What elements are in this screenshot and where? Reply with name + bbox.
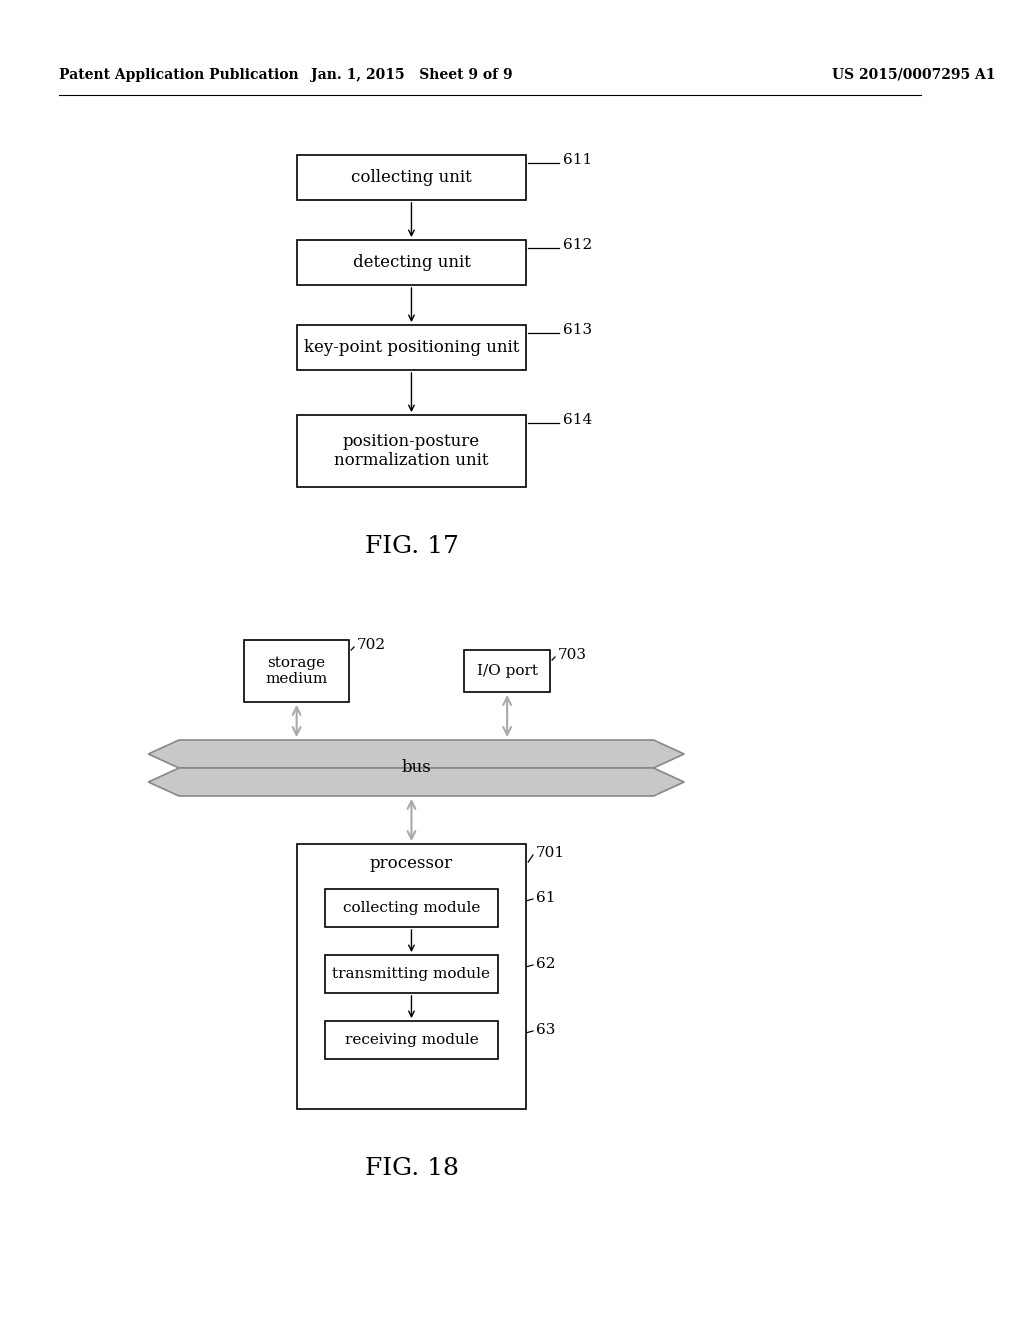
Text: transmitting module: transmitting module (333, 968, 490, 981)
Text: detecting unit: detecting unit (352, 253, 470, 271)
Text: 61: 61 (536, 891, 555, 906)
Bar (297, 843, 526, 1109)
Text: FIG. 18: FIG. 18 (365, 1158, 459, 1180)
Text: 62: 62 (536, 957, 555, 972)
Bar (326, 888, 498, 927)
Text: 614: 614 (562, 413, 592, 426)
Bar (464, 649, 550, 692)
Text: Patent Application Publication: Patent Application Publication (59, 69, 299, 82)
Text: I/O port: I/O port (476, 664, 538, 678)
Text: US 2015/0007295 A1: US 2015/0007295 A1 (833, 69, 996, 82)
Text: key-point positioning unit: key-point positioning unit (304, 339, 519, 356)
Text: collecting unit: collecting unit (351, 169, 472, 186)
Text: storage
medium: storage medium (265, 656, 328, 686)
Text: Jan. 1, 2015   Sheet 9 of 9: Jan. 1, 2015 Sheet 9 of 9 (310, 69, 512, 82)
Bar (326, 954, 498, 993)
Text: position-posture
normalization unit: position-posture normalization unit (334, 433, 488, 470)
Text: processor: processor (370, 855, 453, 873)
Bar (297, 240, 526, 285)
Bar (297, 325, 526, 370)
Bar (297, 154, 526, 201)
Text: 611: 611 (562, 153, 592, 168)
Bar (244, 640, 349, 702)
Bar (297, 414, 526, 487)
Text: 703: 703 (558, 648, 587, 663)
Polygon shape (148, 768, 684, 796)
Text: receiving module: receiving module (345, 1034, 478, 1047)
Bar (326, 1020, 498, 1059)
Text: 63: 63 (536, 1023, 555, 1038)
Text: 613: 613 (562, 323, 592, 337)
Text: bus: bus (401, 759, 431, 776)
Text: 701: 701 (536, 846, 565, 861)
Text: FIG. 17: FIG. 17 (365, 535, 459, 558)
Text: 612: 612 (562, 238, 592, 252)
Text: collecting module: collecting module (343, 902, 480, 915)
Polygon shape (148, 741, 684, 768)
Text: 702: 702 (357, 638, 386, 652)
